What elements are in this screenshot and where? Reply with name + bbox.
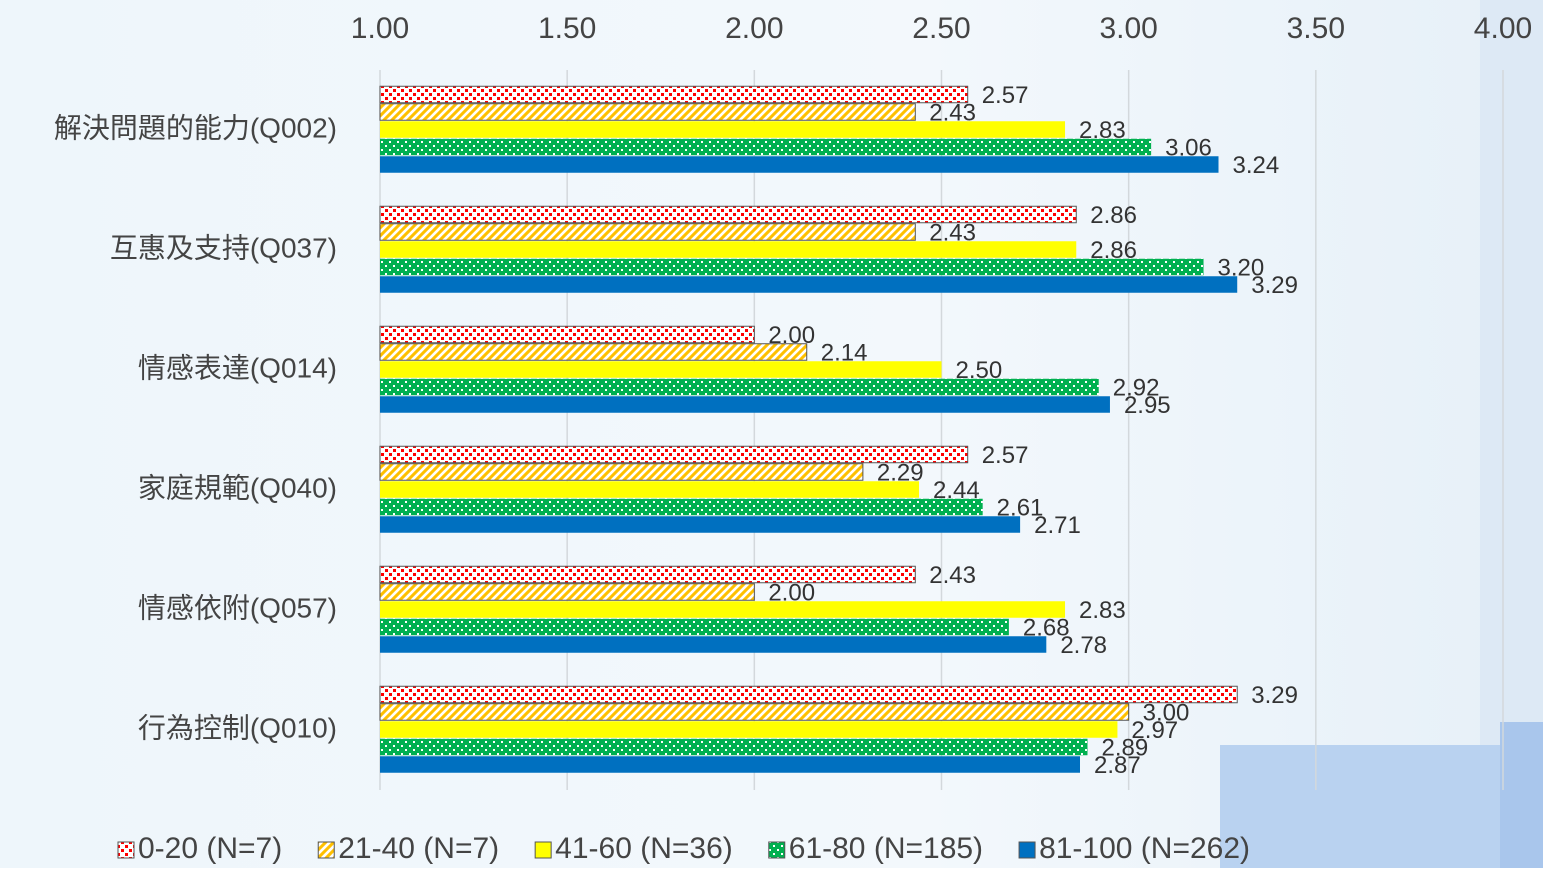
- bar: [379, 103, 916, 121]
- bar: [379, 703, 1130, 721]
- category-label: 行為控制(Q010): [138, 712, 337, 743]
- category-label: 解決問題的能力(Q002): [54, 112, 337, 143]
- background-panel: [1220, 745, 1543, 868]
- legend-swatch: [1018, 841, 1036, 859]
- x-tick-label: 1.50: [538, 12, 596, 45]
- bar: [380, 738, 1088, 756]
- bar: [380, 756, 1081, 773]
- value-label: 3.00: [1143, 700, 1190, 727]
- category-label: 情感依附(Q057): [138, 592, 337, 623]
- value-label: 2.92: [1113, 375, 1160, 402]
- value-label: 2.83: [1079, 597, 1126, 624]
- legend-swatch: [768, 841, 786, 859]
- bar: [380, 156, 1219, 173]
- bar: [379, 223, 916, 241]
- bar: [379, 565, 916, 584]
- legend-swatch: [534, 841, 552, 859]
- bar: [380, 241, 1077, 258]
- bar: [380, 378, 1099, 396]
- category-label: 情感表達(Q014): [138, 352, 337, 383]
- x-tick-label: 2.50: [912, 12, 970, 45]
- value-label: 3.24: [1233, 152, 1280, 179]
- bar: [379, 205, 1077, 224]
- bar: [379, 685, 1238, 704]
- background-panel: [1500, 722, 1543, 868]
- category-label: 家庭規範(Q040): [138, 472, 337, 503]
- value-label: 2.97: [1131, 717, 1178, 744]
- value-label: 2.87: [1094, 752, 1141, 779]
- bar: [379, 583, 755, 601]
- bar: [380, 601, 1066, 618]
- value-label: 2.86: [1090, 202, 1137, 229]
- bar: [380, 721, 1118, 738]
- value-label: 2.89: [1101, 735, 1148, 762]
- bar: [379, 325, 755, 344]
- bar: [379, 85, 969, 104]
- bar: [380, 121, 1066, 138]
- category-label: 互惠及支持(Q037): [110, 232, 337, 263]
- value-label: 2.57: [982, 82, 1029, 109]
- x-tick-label: 4.00: [1474, 12, 1532, 45]
- value-label: 2.71: [1034, 512, 1081, 539]
- bar: [380, 396, 1110, 413]
- value-label: 2.43: [929, 562, 976, 589]
- value-label: 3.29: [1251, 682, 1298, 709]
- x-tick-label: 2.00: [725, 12, 783, 45]
- bar: [379, 445, 969, 464]
- value-label: 3.29: [1251, 272, 1298, 299]
- bar: [380, 361, 942, 378]
- bar: [380, 481, 920, 498]
- bar: [380, 258, 1204, 276]
- legend-label: 0-20 (N=7): [138, 832, 282, 865]
- x-tick-label: 3.50: [1287, 12, 1345, 45]
- legend-label: 41-60 (N=36): [555, 832, 733, 865]
- legend-swatch: [117, 841, 135, 859]
- value-label: 2.57: [982, 442, 1029, 469]
- bar: [380, 276, 1238, 293]
- bar: [379, 343, 808, 361]
- bar: [380, 498, 983, 516]
- bar: [380, 636, 1047, 653]
- legend-swatch: [317, 841, 335, 859]
- bar: [379, 463, 864, 481]
- legend-label: 21-40 (N=7): [338, 832, 499, 865]
- bar: [380, 516, 1021, 533]
- bar: [380, 618, 1009, 636]
- value-label: 2.78: [1060, 632, 1107, 659]
- legend-label: 81-100 (N=262): [1039, 832, 1250, 865]
- x-tick-label: 1.00: [351, 12, 409, 45]
- x-tick-label: 3.00: [1099, 12, 1157, 45]
- legend-label: 61-80 (N=185): [789, 832, 983, 865]
- value-label: 2.95: [1124, 392, 1171, 419]
- bar: [380, 138, 1152, 156]
